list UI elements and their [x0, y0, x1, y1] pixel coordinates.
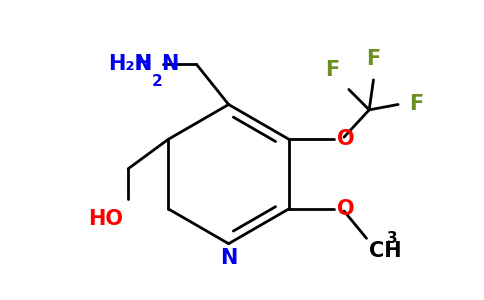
- Text: H: H: [134, 54, 151, 74]
- Text: CH: CH: [369, 241, 402, 261]
- Text: F: F: [409, 94, 423, 115]
- Text: 3: 3: [387, 231, 397, 246]
- Text: F: F: [325, 60, 339, 80]
- Text: O: O: [336, 129, 354, 149]
- Text: H₂N: H₂N: [107, 54, 151, 74]
- Text: O: O: [336, 199, 354, 219]
- Text: N: N: [220, 248, 237, 268]
- Text: F: F: [366, 49, 380, 69]
- Text: 2: 2: [151, 74, 162, 89]
- Text: HO: HO: [88, 209, 123, 230]
- Text: N: N: [161, 54, 179, 74]
